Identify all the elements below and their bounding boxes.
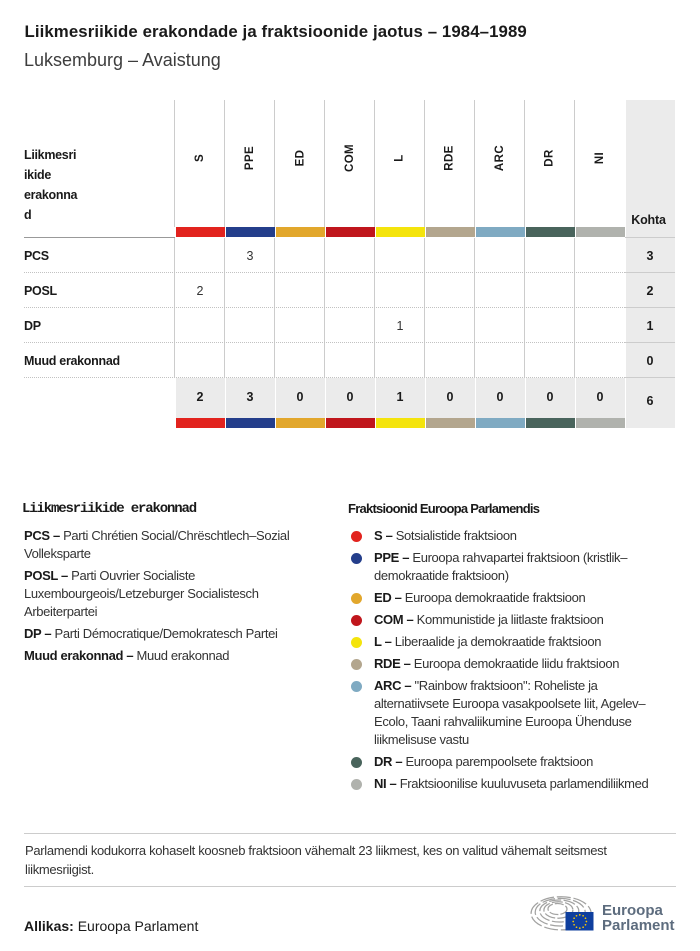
svg-text:Parlament: Parlament xyxy=(602,917,675,934)
svg-text:Euroopa: Euroopa xyxy=(602,902,663,919)
